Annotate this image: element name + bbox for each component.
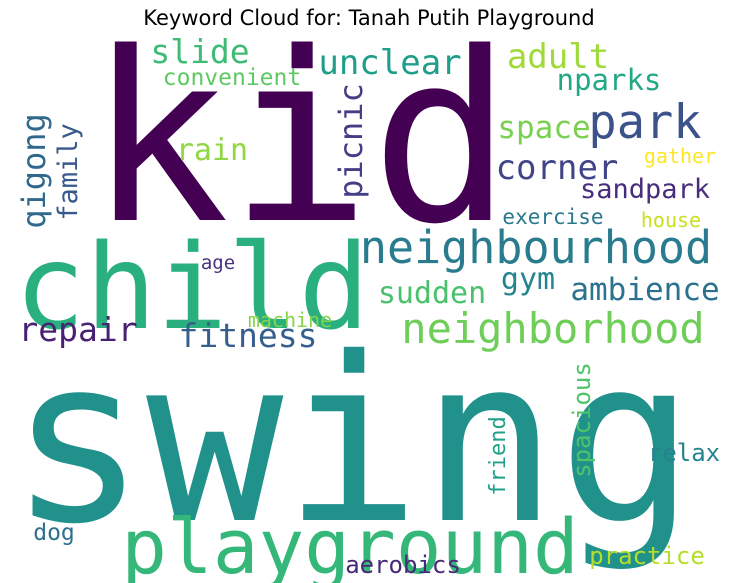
word-rain: rain: [176, 133, 248, 168]
word-kid: kid: [88, 3, 512, 276]
word-relax: relax: [648, 439, 720, 467]
word-dog: dog: [33, 520, 75, 546]
word-aerobics: aerobics: [345, 551, 461, 579]
word-swing: swing: [9, 308, 695, 574]
word-ambience: ambience: [570, 272, 719, 308]
word-playground: playground: [121, 502, 579, 583]
word-nparks: nparks: [557, 63, 662, 97]
word-sudden: sudden: [378, 276, 486, 311]
word-adult: adult: [507, 37, 609, 77]
word-neighbourhood: neighbourhood: [360, 221, 712, 274]
word-corner: corner: [496, 148, 619, 188]
word-gym: gym: [501, 262, 555, 297]
word-qigong: qigong: [15, 113, 53, 229]
word-practice: practice: [589, 542, 705, 570]
word-sandpark: sandpark: [580, 174, 710, 205]
word-machine: machine: [248, 308, 332, 332]
word-age: age: [201, 252, 235, 274]
word-family: family: [53, 123, 84, 221]
word-convenient: convenient: [163, 65, 301, 91]
word-repair: repair: [18, 310, 137, 349]
word-gather: gather: [644, 144, 716, 168]
word-spacious: spacious: [568, 362, 596, 478]
word-friend: friend: [486, 416, 511, 495]
word-child: child: [14, 218, 369, 356]
word-unclear: unclear: [318, 43, 461, 83]
word-space: space: [497, 110, 590, 146]
word-fitness: fitness: [178, 316, 317, 355]
word-exercise: exercise: [502, 205, 603, 229]
chart-title: Keyword Cloud for: Tanah Putih Playgroun…: [143, 6, 595, 30]
word-house: house: [641, 208, 701, 232]
word-park: park: [588, 95, 701, 150]
word-slide: slide: [150, 32, 249, 71]
word-neighborhood: neighborhood: [401, 304, 704, 353]
word-picnic: picnic: [332, 83, 370, 199]
